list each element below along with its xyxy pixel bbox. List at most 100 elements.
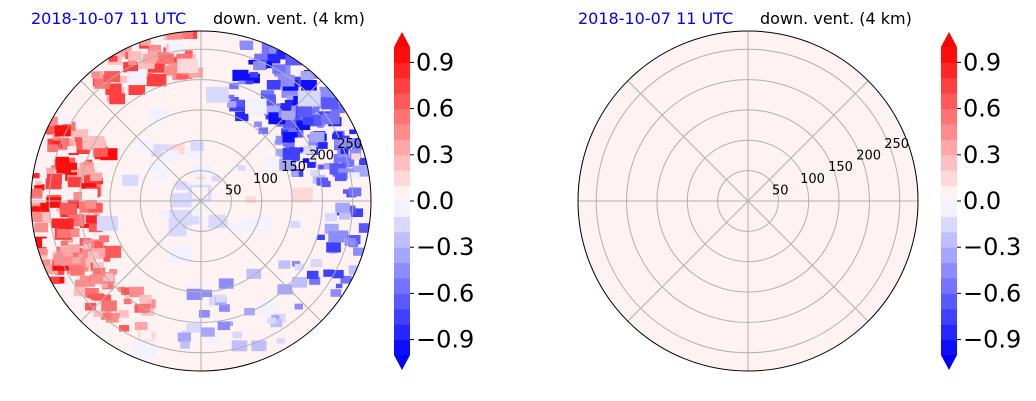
field-cell	[85, 302, 97, 311]
field-cell	[82, 239, 95, 248]
field-cell	[104, 71, 120, 83]
colorbar-tick-label: −0.6	[963, 279, 1021, 307]
field-cell	[328, 231, 345, 243]
field-cell	[101, 273, 113, 281]
colorbar-level	[394, 293, 410, 310]
field-cell	[235, 111, 249, 122]
grid-spoke	[627, 80, 749, 202]
field-cell	[316, 177, 329, 186]
field-cell	[254, 121, 262, 127]
plot-title-datetime: 2018-10-07 11 UTC	[578, 9, 733, 28]
field-cell	[275, 148, 288, 158]
colorbar-tick-label: 0.6	[416, 95, 454, 123]
colorbar-level	[394, 62, 410, 79]
field-cell	[280, 103, 292, 111]
field-cell	[109, 55, 118, 62]
field-cell	[294, 303, 303, 310]
field-cell	[335, 138, 346, 146]
field-cell	[35, 180, 42, 186]
field-cell	[300, 70, 314, 80]
field-cell	[246, 268, 261, 279]
field-cell	[312, 107, 320, 113]
field-cell	[79, 255, 96, 267]
field-cell	[246, 73, 260, 84]
field-cell	[281, 110, 295, 120]
field-cell	[115, 45, 132, 57]
field-cell	[94, 77, 111, 89]
field-cell	[101, 300, 117, 312]
polar-grid	[30, 30, 372, 372]
colorbar-level	[394, 93, 410, 110]
field-cell	[74, 137, 83, 143]
field-cell	[66, 162, 77, 170]
field-cell	[240, 40, 254, 50]
field-cell	[119, 310, 129, 317]
radial-tick-labels: 50 100 150 200 250	[225, 137, 362, 199]
field-cell	[43, 264, 59, 275]
colorbar-tick-label: 0.9	[963, 48, 1001, 76]
field-cell	[172, 158, 193, 172]
field-cell	[279, 159, 296, 171]
field-cell	[329, 163, 346, 175]
field-cell	[194, 179, 210, 191]
colorbar-level	[941, 324, 957, 341]
field-cell	[164, 65, 176, 74]
field-cell	[96, 215, 119, 231]
field-cell	[301, 80, 317, 91]
field-cell	[270, 318, 283, 328]
field-cell	[128, 83, 145, 95]
field-cell	[324, 212, 337, 222]
colorbar-extend-max	[941, 32, 957, 47]
field-cell	[45, 178, 62, 190]
field-cell	[267, 317, 276, 324]
field-cell	[292, 260, 301, 267]
field-cell	[296, 106, 313, 118]
grid-spoke	[200, 200, 322, 322]
colorbar-level	[394, 201, 410, 217]
field-cell	[144, 181, 159, 192]
field-cell	[66, 248, 84, 260]
field-cell	[317, 234, 325, 240]
field-cell	[67, 146, 77, 153]
colorbar-level	[394, 124, 410, 140]
colorbar-level	[941, 308, 957, 325]
colorbar-tick-label: 0.3	[416, 141, 454, 169]
colorbar-level	[941, 154, 957, 171]
field-cell	[31, 211, 43, 222]
field-cell	[83, 243, 91, 250]
field-cell	[319, 86, 335, 98]
field-cell	[82, 141, 94, 150]
field-cell	[229, 82, 239, 90]
field-cell	[237, 165, 246, 171]
field-cell	[85, 288, 99, 298]
field-cell	[51, 140, 62, 148]
field-cell	[67, 177, 83, 188]
field-cell	[353, 247, 365, 256]
field-cell	[140, 38, 151, 46]
colorbar-level	[941, 170, 957, 187]
field-cell	[171, 193, 192, 208]
radial-tick-label: 150	[828, 160, 853, 175]
colorbar	[394, 32, 414, 370]
field-cell	[90, 172, 103, 181]
colorbar-level	[394, 108, 410, 125]
field-cell	[104, 126, 123, 140]
colorbar-tick-label: 0.6	[963, 95, 1001, 123]
field-cell	[180, 341, 190, 349]
colorbar-level	[394, 247, 410, 264]
field-cell	[75, 279, 86, 287]
radial-tick-label: 200	[856, 149, 881, 164]
colorbar-tick-label: 0.0	[963, 187, 1001, 215]
field-cell	[310, 169, 320, 177]
colorbar-level	[941, 108, 957, 125]
plot-boundary	[577, 30, 919, 372]
field-cell	[302, 117, 314, 125]
field-cell	[88, 251, 99, 260]
field-cell	[340, 275, 352, 284]
field-cell	[291, 187, 313, 203]
colorbar-level	[394, 77, 410, 94]
colorbar-tick-label: −0.6	[416, 279, 474, 307]
field-cell	[56, 251, 63, 256]
field-cell	[78, 145, 90, 154]
field-cell	[198, 310, 210, 318]
